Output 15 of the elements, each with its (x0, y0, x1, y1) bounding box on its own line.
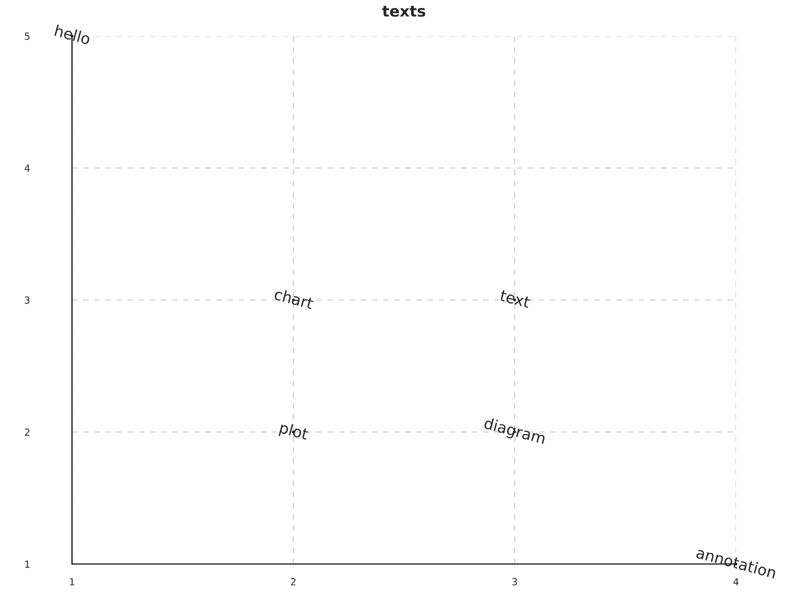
y-tick-label: 3 (24, 296, 30, 304)
chart-title: texts (382, 6, 426, 17)
x-tick-label: 4 (733, 578, 739, 586)
data-label: hello (54, 24, 91, 45)
data-label: plot (278, 421, 310, 443)
x-tick-label: 2 (290, 578, 296, 586)
y-tick-label: 1 (25, 560, 30, 568)
y-tick-label: 4 (24, 164, 30, 172)
x-tick-label: 1 (70, 578, 74, 586)
data-label: chart (274, 288, 314, 310)
data-label: diagram (482, 416, 546, 448)
y-tick-label: 5 (24, 32, 30, 40)
data-label: text (499, 290, 531, 308)
x-tick-label: 3 (512, 578, 517, 586)
y-tick-label: 2 (24, 428, 30, 436)
